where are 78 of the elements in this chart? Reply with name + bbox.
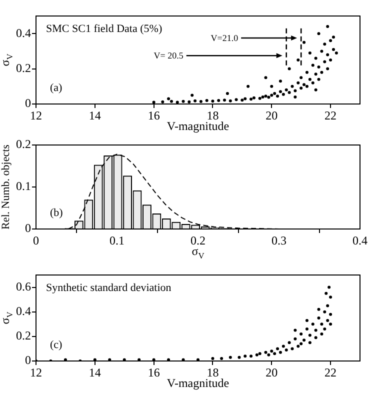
point [270,350,274,353]
point [264,350,268,354]
point [294,337,297,340]
y-tick-label: 0 [25,96,31,110]
y-tick-label: 0 [25,353,31,368]
point [329,322,332,326]
annotation: Synthetic standard deviation [46,282,172,294]
point [288,341,291,344]
point [228,356,232,359]
point [317,316,320,320]
point [238,356,241,359]
point [300,342,303,346]
point [250,354,253,358]
x-tick-label: 20 [266,108,278,122]
y-axis-title: σV [0,54,15,66]
point [294,328,297,332]
point [273,352,276,356]
point [329,296,332,299]
point [211,357,214,360]
x-tick-label: 12 [30,108,42,122]
y-axis-title: Rel. Numb. objects [0,144,12,230]
annotation: (a) [50,82,63,94]
point [284,348,288,352]
point [296,344,300,348]
annotation: (b) [50,207,64,219]
point [324,292,328,295]
point [314,336,318,340]
point [278,350,282,354]
y-tick-label: 0 [25,221,31,236]
point [305,328,308,331]
point [311,322,314,326]
point [258,352,262,356]
y-tick-label: 0.6 [16,279,31,294]
point [255,353,258,356]
point [220,357,224,360]
y-tick-label: 0.1 [16,179,31,194]
point [282,344,285,348]
point [302,338,306,342]
point [326,318,330,322]
x-tick-label: 0.1 [110,233,124,248]
annotation: (c) [50,339,63,351]
y-axis-title: σV [0,312,15,324]
x-tick-label: 14 [88,365,101,380]
point [317,308,320,311]
x-tick-label: 14 [88,108,101,122]
point [267,353,270,356]
point [320,332,324,336]
y-tick-label: 0.2 [16,137,31,152]
point [314,328,318,332]
point [323,310,326,314]
x-tick-label: 22 [324,365,337,380]
point [305,318,308,322]
y-tick-label: 0.2 [16,60,31,75]
annotation: SMC SC1 field Data (5%) [46,23,162,35]
x-tick-label: 16 [148,108,160,122]
point [308,341,312,344]
x-tick-label: 0.2 [190,233,206,248]
point [244,354,247,358]
x-tick-label: 16 [148,365,160,380]
point [329,312,332,316]
ref-line-label: V= 20.5 [154,50,184,61]
point [320,322,324,326]
x-tick-label: 12 [30,365,42,380]
x-tick-label: 0.4 [352,233,368,248]
point [323,328,326,331]
point [290,347,294,350]
point [326,304,330,308]
y-tick-label: 0.4 [16,26,31,40]
x-tick-label: 0.3 [272,233,286,248]
y-tick-label: 0.2 [16,328,31,343]
y-tick-label: 0.4 [16,304,31,318]
x-tick-label: 20 [266,365,278,380]
point [328,286,331,289]
point [276,347,280,350]
point [300,332,303,336]
x-tick-label: 22 [324,108,337,122]
ref-line-label: V=21.0 [210,33,239,43]
point [308,334,312,337]
